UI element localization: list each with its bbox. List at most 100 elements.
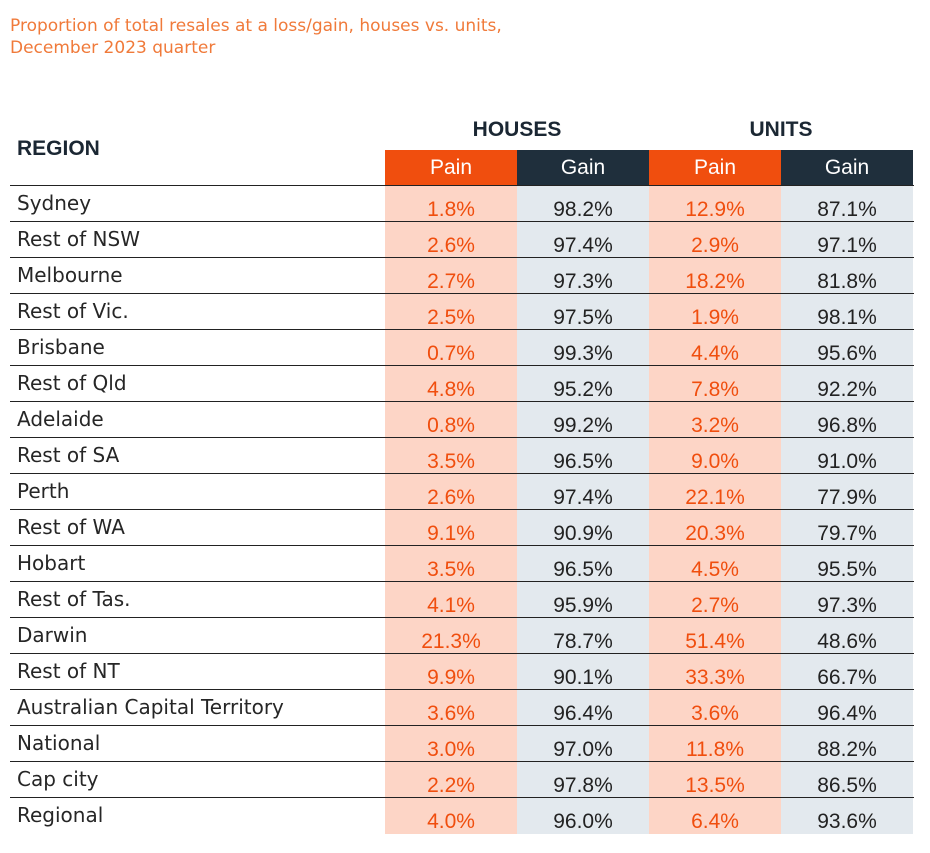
units-pain-cell: 9.0% xyxy=(691,450,739,473)
houses-gain-cell: 97.8% xyxy=(553,774,613,797)
houses-gain-cell: 95.9% xyxy=(553,594,613,617)
chart-title-line-1: Proportion of total resales at a loss/ga… xyxy=(10,16,502,36)
houses-pain-cell: 3.6% xyxy=(427,702,475,725)
units-pain-cell: 51.4% xyxy=(685,630,745,653)
houses-pain-cell: 2.6% xyxy=(427,234,475,257)
region-label: Rest of Tas. xyxy=(17,587,131,611)
units-gain-cell: 86.5% xyxy=(817,774,877,797)
region-label: Melbourne xyxy=(17,263,123,287)
houses-pain-cell: 3.0% xyxy=(427,738,475,761)
units-group-header: UNITS xyxy=(749,118,813,141)
units-gain-cell: 93.6% xyxy=(817,810,877,833)
units-gain-cell: 95.5% xyxy=(817,558,877,581)
chart-title: Proportion of total resales at a loss/ga… xyxy=(10,15,502,59)
table-row: Rest of NSW 2.6% 97.4% 2.9% 97.1% xyxy=(10,221,914,257)
houses-gain-cell: 95.2% xyxy=(553,378,613,401)
houses-pain-cell: 2.7% xyxy=(427,270,475,293)
row-divider xyxy=(10,293,914,294)
houses-pain-cell: 1.8% xyxy=(427,198,475,221)
units-pain-cell: 6.4% xyxy=(691,810,739,833)
houses-pain-cell: 21.3% xyxy=(421,630,481,653)
region-label: National xyxy=(17,731,101,755)
houses-gain-cell: 96.5% xyxy=(553,450,613,473)
row-divider xyxy=(10,725,914,726)
houses-gain-cell: 97.4% xyxy=(553,486,613,509)
houses-gain-cell: 97.5% xyxy=(553,306,613,329)
region-label: Darwin xyxy=(17,623,88,647)
region-column-header: REGION xyxy=(17,137,100,160)
units-gain-cell: 92.2% xyxy=(817,378,877,401)
units-pain-cell: 22.1% xyxy=(685,486,745,509)
region-label: Regional xyxy=(17,803,104,827)
units-gain-cell: 48.6% xyxy=(817,630,877,653)
table-row: Brisbane 0.7% 99.3% 4.4% 95.6% xyxy=(10,329,914,365)
row-divider xyxy=(10,473,914,474)
region-label: Rest of Vic. xyxy=(17,299,129,323)
units-pain-cell: 33.3% xyxy=(685,666,745,689)
units-gain-cell: 97.1% xyxy=(817,234,877,257)
row-divider xyxy=(10,329,914,330)
houses-pain-cell: 9.1% xyxy=(427,522,475,545)
row-divider xyxy=(10,365,914,366)
table-row: Regional 4.0% 96.0% 6.4% 93.6% xyxy=(10,797,914,833)
region-label: Rest of NSW xyxy=(17,227,140,251)
units-pain-cell: 3.6% xyxy=(691,702,739,725)
houses-pain-cell: 4.0% xyxy=(427,810,475,833)
units-gain-cell: 95.6% xyxy=(817,342,877,365)
units-pain-cell: 1.9% xyxy=(691,306,739,329)
units-gain-cell: 66.7% xyxy=(817,666,877,689)
table-row: Rest of Qld 4.8% 95.2% 7.8% 92.2% xyxy=(10,365,914,401)
houses-pain-cell: 3.5% xyxy=(427,450,475,473)
row-divider xyxy=(10,581,914,582)
row-divider xyxy=(10,401,914,402)
row-divider xyxy=(10,689,914,690)
units-gain-cell: 97.3% xyxy=(817,594,877,617)
houses-gain-cell: 90.9% xyxy=(553,522,613,545)
table-row: Rest of WA 9.1% 90.9% 20.3% 79.7% xyxy=(10,509,914,545)
units-gain-header: Gain xyxy=(781,150,913,185)
houses-gain-cell: 96.4% xyxy=(553,702,613,725)
units-gain-cell: 79.7% xyxy=(817,522,877,545)
row-divider xyxy=(10,437,914,438)
houses-pain-cell: 2.5% xyxy=(427,306,475,329)
table-row: Darwin 21.3% 78.7% 51.4% 48.6% xyxy=(10,617,914,653)
units-pain-cell: 3.2% xyxy=(691,414,739,437)
units-gain-cell: 81.8% xyxy=(817,270,877,293)
units-gain-cell: 88.2% xyxy=(817,738,877,761)
houses-gain-cell: 97.0% xyxy=(553,738,613,761)
units-gain-cell: 77.9% xyxy=(817,486,877,509)
houses-gain-cell: 99.3% xyxy=(553,342,613,365)
table-row: Rest of Vic. 2.5% 97.5% 1.9% 98.1% xyxy=(10,293,914,329)
table-row: National 3.0% 97.0% 11.8% 88.2% xyxy=(10,725,914,761)
table-row: Australian Capital Territory 3.6% 96.4% 3.6… xyxy=(10,689,914,725)
houses-pain-cell: 0.8% xyxy=(427,414,475,437)
units-pain-cell: 12.9% xyxy=(685,198,745,221)
units-pain-cell: 4.4% xyxy=(691,342,739,365)
table-row: Adelaide 0.8% 99.2% 3.2% 96.8% xyxy=(10,401,914,437)
row-divider xyxy=(10,797,914,798)
houses-gain-cell: 99.2% xyxy=(553,414,613,437)
region-label: Rest of Qld xyxy=(17,371,127,395)
houses-gain-cell: 90.1% xyxy=(553,666,613,689)
region-label: Rest of SA xyxy=(17,443,120,467)
row-divider xyxy=(10,221,914,222)
row-divider xyxy=(10,185,914,186)
houses-gain-cell: 96.0% xyxy=(553,810,613,833)
region-label: Brisbane xyxy=(17,335,105,359)
region-label: Rest of NT xyxy=(17,659,120,683)
table-row: Rest of SA 3.5% 96.5% 9.0% 91.0% xyxy=(10,437,914,473)
region-label: Cap city xyxy=(17,767,99,791)
table-row: Melbourne 2.7% 97.3% 18.2% 81.8% xyxy=(10,257,914,293)
units-pain-cell: 7.8% xyxy=(691,378,739,401)
houses-gain-header: Gain xyxy=(517,150,649,185)
region-label: Rest of WA xyxy=(17,515,125,539)
row-divider xyxy=(10,509,914,510)
units-pain-cell: 2.9% xyxy=(691,234,739,257)
units-gain-cell: 91.0% xyxy=(817,450,877,473)
units-pain-header: Pain xyxy=(649,150,781,185)
row-divider xyxy=(10,761,914,762)
houses-pain-cell: 3.5% xyxy=(427,558,475,581)
units-gain-cell: 87.1% xyxy=(817,198,877,221)
houses-gain-cell: 98.2% xyxy=(553,198,613,221)
houses-pain-cell: 0.7% xyxy=(427,342,475,365)
